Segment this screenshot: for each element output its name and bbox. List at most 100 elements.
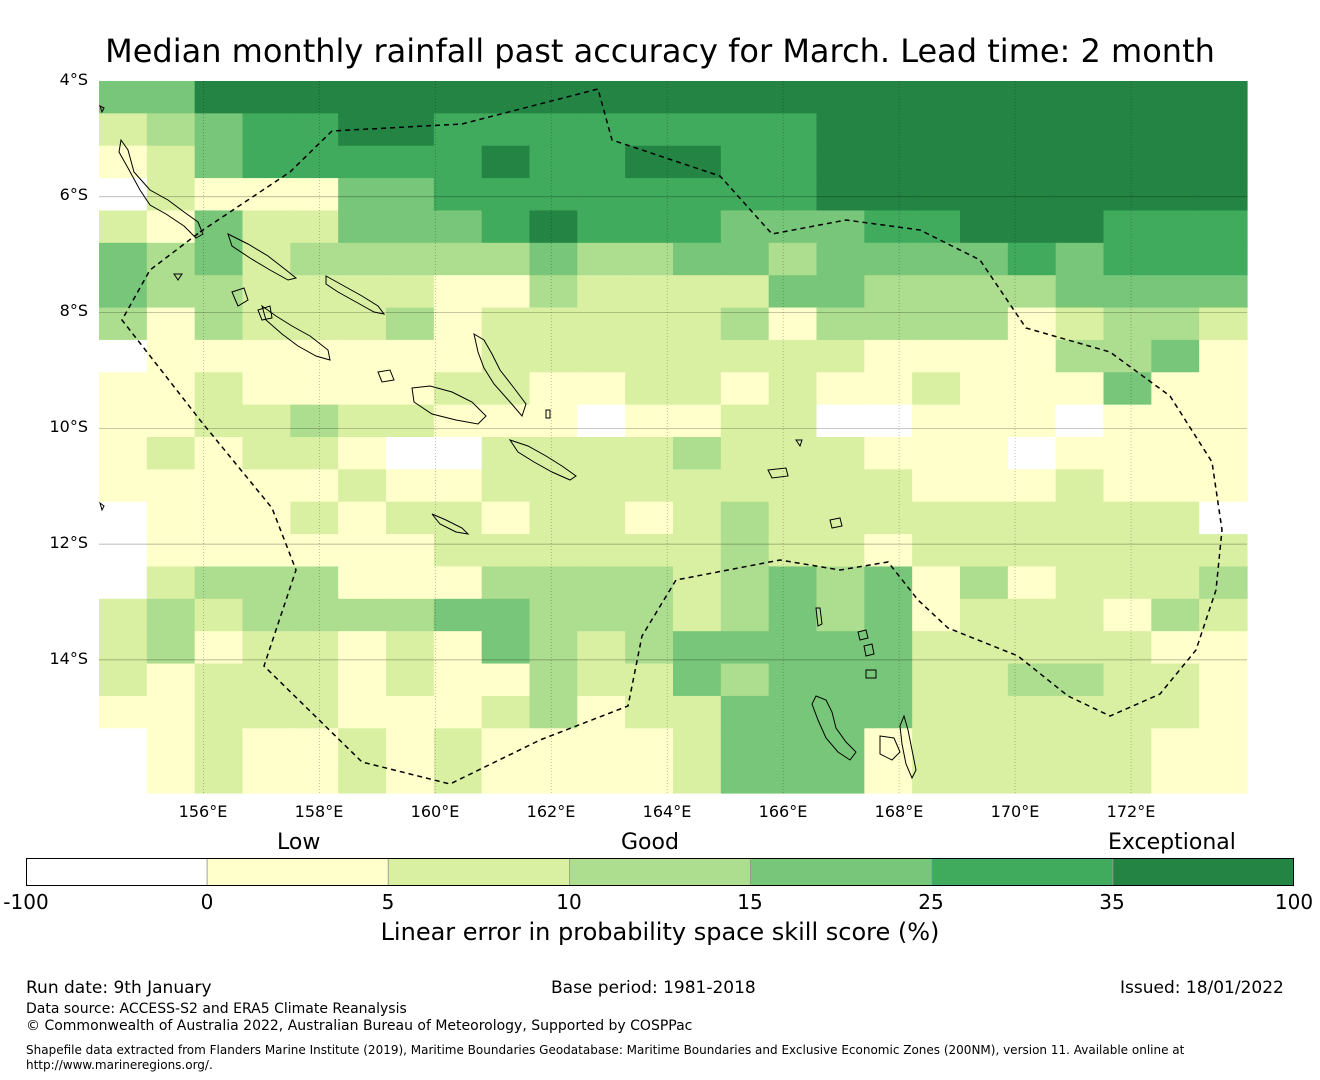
grid-cell — [529, 695, 578, 729]
grid-cell — [673, 469, 722, 503]
coastline-gaua — [863, 643, 875, 657]
grid-cell — [290, 501, 339, 535]
grid-cell — [290, 631, 339, 665]
grid-cell — [338, 81, 387, 114]
grid-cell — [481, 566, 531, 600]
coastline-malaita — [473, 332, 527, 417]
grid-cell — [290, 728, 339, 762]
grid-cell — [194, 501, 244, 535]
grid-cell — [912, 469, 961, 503]
grid-cell — [99, 631, 148, 665]
grid-cell — [146, 534, 196, 568]
grid-cell — [338, 501, 387, 535]
grid-cell — [577, 339, 626, 373]
grid-cell — [960, 307, 1009, 341]
grid-cell — [960, 145, 1009, 179]
coastline-malekula — [879, 735, 901, 761]
grid-cell — [625, 339, 674, 373]
grid-cell — [768, 598, 818, 632]
grid-cell — [768, 242, 818, 276]
grid-cell — [194, 728, 244, 762]
grid-cell — [864, 372, 913, 406]
grid-cell — [481, 534, 531, 568]
grid-cell — [386, 145, 435, 179]
grid-cell — [1151, 760, 1200, 794]
grid-cell — [1103, 178, 1152, 212]
grid-cell — [146, 760, 196, 794]
grid-cell — [625, 728, 674, 762]
grid-cell — [625, 695, 674, 729]
grid-cell — [433, 663, 483, 697]
lat-label-4s: 4°S — [59, 70, 88, 89]
grid-cell — [577, 566, 626, 600]
grid-cell — [1103, 307, 1152, 341]
grid-cell — [912, 760, 961, 794]
grid-cell — [433, 113, 483, 147]
coastline-guadalcanal — [411, 385, 487, 425]
grid-cell — [481, 695, 531, 729]
grid-cell — [1199, 242, 1248, 276]
grid-cell — [1151, 598, 1200, 632]
grid-cell — [529, 339, 578, 373]
grid-cell — [768, 307, 818, 341]
grid-cell — [1007, 566, 1057, 600]
grid-cell — [1007, 598, 1057, 632]
grid-cell — [673, 404, 722, 438]
grid-cell — [99, 372, 148, 406]
map-gridlines — [99, 81, 1247, 793]
grid-cell — [960, 339, 1009, 373]
grid-cell — [1199, 631, 1248, 665]
grid-cell — [673, 81, 722, 114]
grid-cell — [768, 534, 818, 568]
run-date: Run date: 9th January — [26, 978, 212, 998]
grid-cell — [386, 469, 435, 503]
grid-cell — [386, 695, 435, 729]
grid-cell — [768, 81, 818, 114]
grid-cell — [768, 372, 818, 406]
grid-cell — [481, 728, 531, 762]
grid-cell — [1151, 501, 1200, 535]
grid-cell — [194, 631, 244, 665]
grid-cell — [1151, 178, 1200, 212]
grid-cell — [338, 534, 387, 568]
grid-cell — [433, 469, 483, 503]
grid-cell — [481, 501, 531, 535]
grid-cell — [768, 695, 818, 729]
grid-cell — [720, 663, 770, 697]
grid-cell — [433, 339, 483, 373]
grid-cell — [386, 372, 435, 406]
lat-label-8s: 8°S — [59, 301, 88, 320]
grid-cell — [816, 178, 865, 212]
grid-cell — [960, 404, 1009, 438]
grid-cell — [1199, 598, 1248, 632]
grid-cell — [386, 437, 435, 470]
grid-cell — [529, 242, 578, 276]
grid-cell — [481, 242, 531, 276]
colorbar-tick-25: 25 — [918, 890, 944, 914]
grid-cell — [816, 695, 865, 729]
grid-cell — [242, 469, 291, 503]
grid-cell — [625, 534, 674, 568]
grid-cell — [720, 469, 770, 503]
grid-cell — [146, 242, 196, 276]
grid-cell — [912, 566, 961, 600]
grid-cell — [529, 178, 578, 212]
grid-cell — [529, 760, 578, 794]
grid-cell — [433, 404, 483, 438]
grid-cell — [1199, 178, 1248, 212]
grid-cell — [1055, 566, 1105, 600]
coastline-islet-1 — [99, 105, 105, 114]
grid-cell — [625, 81, 674, 114]
grid-cell — [625, 145, 674, 179]
grid-cell — [768, 631, 818, 665]
grid-cell — [290, 663, 339, 697]
grid-cell — [481, 339, 531, 373]
grid-cell — [433, 534, 483, 568]
grid-cell — [242, 404, 291, 438]
grid-cell — [194, 145, 244, 179]
grid-cell — [242, 145, 291, 179]
grid-cell — [338, 663, 387, 697]
grid-cell — [529, 598, 578, 632]
grid-cell — [864, 275, 913, 309]
grid-cell — [338, 631, 387, 665]
